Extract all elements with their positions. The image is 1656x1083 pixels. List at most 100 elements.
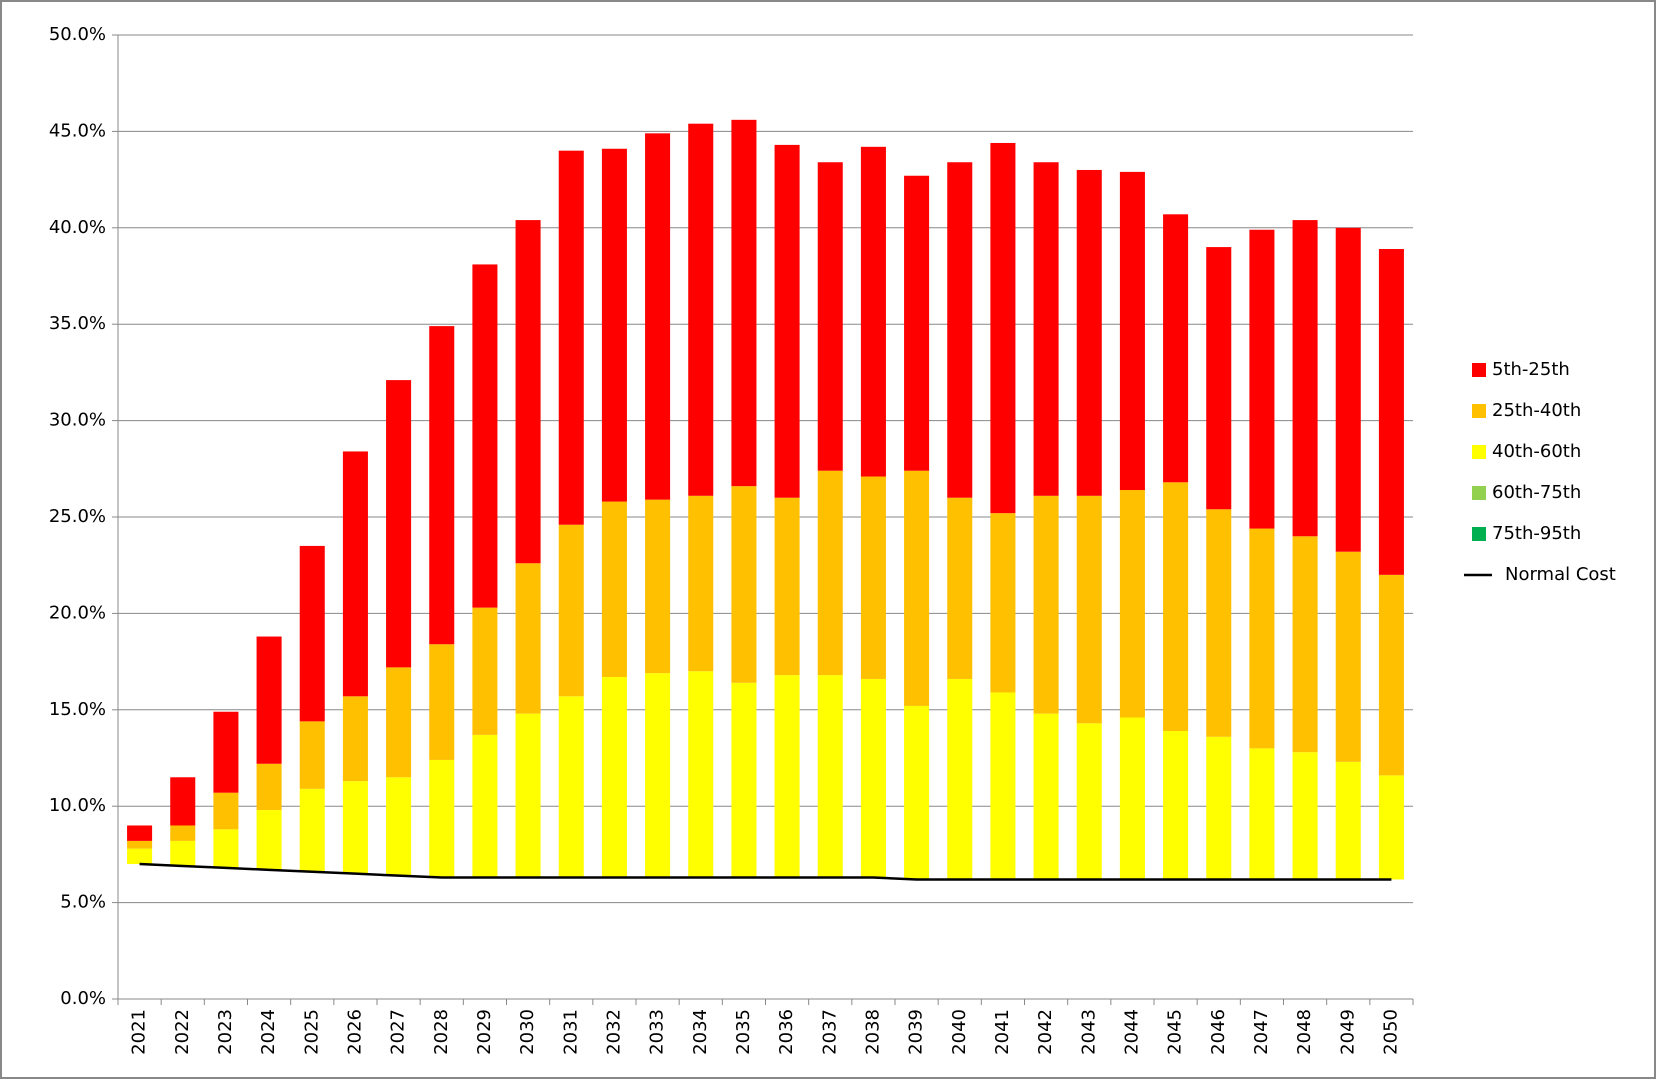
bar-segment (1033, 495, 1059, 714)
x-tick-label: 2032 (603, 1009, 624, 1055)
y-tick-label: 20.0% (49, 602, 106, 623)
bar-segment (904, 470, 930, 706)
bar-segment (817, 470, 843, 676)
x-tick-label: 2036 (776, 1009, 797, 1055)
x-tick-label: 2037 (819, 1009, 840, 1055)
x-tick-label: 2026 (344, 1009, 365, 1055)
bar-segment (1206, 736, 1232, 880)
bar-segment (299, 545, 325, 722)
bar-segment (1163, 482, 1189, 732)
bar-segment (1378, 574, 1404, 776)
x-tick-label: 2046 (1208, 1009, 1229, 1055)
bar-segment (1033, 162, 1059, 496)
bar-segment (1206, 509, 1232, 737)
bar-segment (904, 175, 930, 471)
bar-segment (688, 123, 714, 496)
bar-segment (515, 220, 541, 564)
bar-segment (472, 734, 498, 878)
bar-segment (213, 829, 239, 868)
x-tick-label: 2049 (1337, 1009, 1358, 1055)
bar-segment (774, 497, 800, 676)
bar-segment (515, 713, 541, 878)
y-tick-label: 45.0% (49, 120, 106, 141)
bar-segment (213, 711, 239, 793)
bar-segment (947, 162, 973, 498)
bar-segment (1249, 748, 1275, 880)
bar-segment (1119, 171, 1145, 491)
bar-segment (472, 607, 498, 735)
bar-segment (990, 692, 1016, 880)
bar-segment (1119, 717, 1145, 880)
x-tick-label: 2035 (733, 1009, 754, 1055)
x-tick-label: 2039 (906, 1009, 927, 1055)
bar-segment (1033, 713, 1059, 880)
y-tick-label: 10.0% (49, 795, 106, 816)
bar-segment (127, 848, 153, 865)
bar-segment (1378, 249, 1404, 575)
bar-segment (731, 682, 757, 878)
bar-segment (429, 326, 455, 645)
x-tick-label: 2027 (388, 1009, 409, 1055)
legend-label: 5th-25th (1492, 359, 1570, 380)
bar-segment (1335, 761, 1361, 880)
x-tick-label: 2022 (172, 1009, 193, 1055)
legend-swatch (1472, 527, 1486, 541)
bar-segment (1163, 731, 1189, 880)
x-tick-label: 2044 (1121, 1009, 1142, 1055)
x-tick-label: 2034 (690, 1009, 711, 1055)
bar-segment (1076, 495, 1102, 724)
bar-segment (601, 148, 627, 502)
legend-label: Normal Cost (1505, 564, 1616, 585)
y-tick-label: 40.0% (49, 217, 106, 238)
bar-segment (127, 840, 153, 849)
bar-segment (1206, 247, 1232, 510)
bar-segment (429, 759, 455, 878)
x-tick-label: 2042 (1035, 1009, 1056, 1055)
x-tick-label: 2041 (992, 1009, 1013, 1055)
x-tick-label: 2050 (1380, 1009, 1401, 1055)
bar-segment (645, 673, 671, 878)
x-tick-label: 2040 (949, 1009, 970, 1055)
legend-label: 75th-95th (1492, 523, 1581, 544)
bar-segment (170, 777, 196, 826)
x-tick-label: 2021 (129, 1009, 150, 1055)
bar-segment (1335, 551, 1361, 762)
bar-segment (558, 524, 584, 697)
bar-segment (558, 696, 584, 878)
bar-segment (1163, 214, 1189, 483)
bar-segment (386, 667, 412, 778)
legend-swatch (1472, 486, 1486, 500)
y-tick-label: 5.0% (60, 892, 106, 913)
x-tick-label: 2029 (474, 1009, 495, 1055)
x-tick-label: 2024 (258, 1009, 279, 1055)
x-tick-label: 2028 (431, 1009, 452, 1055)
y-tick-label: 25.0% (49, 506, 106, 527)
bar-segment (947, 497, 973, 679)
bar-segment (1249, 229, 1275, 529)
x-tick-label: 2030 (517, 1009, 538, 1055)
x-tick-label: 2048 (1294, 1009, 1315, 1055)
bar-segment (731, 119, 757, 487)
y-tick-label: 15.0% (49, 699, 106, 720)
bar-segment (990, 142, 1016, 514)
x-tick-label: 2047 (1251, 1009, 1272, 1055)
x-tick-label: 2045 (1165, 1009, 1186, 1055)
bar-segment (947, 678, 973, 880)
bar-segment (1249, 528, 1275, 749)
bar-segment (1076, 169, 1102, 496)
bar-segment (688, 495, 714, 672)
bar-segment (904, 705, 930, 880)
legend-label: 25th-40th (1492, 400, 1581, 421)
line-series (139, 862, 1392, 881)
bar-segment (601, 677, 627, 878)
x-tick-label: 2043 (1078, 1009, 1099, 1055)
bar-segment (127, 825, 153, 841)
legend-swatch (1472, 445, 1486, 459)
legend-swatch (1472, 404, 1486, 418)
bar-segment (386, 380, 412, 668)
x-tick-label: 2023 (215, 1009, 236, 1055)
bar-segment (645, 499, 671, 674)
bar-segment (817, 675, 843, 878)
bar-segment (386, 777, 412, 876)
